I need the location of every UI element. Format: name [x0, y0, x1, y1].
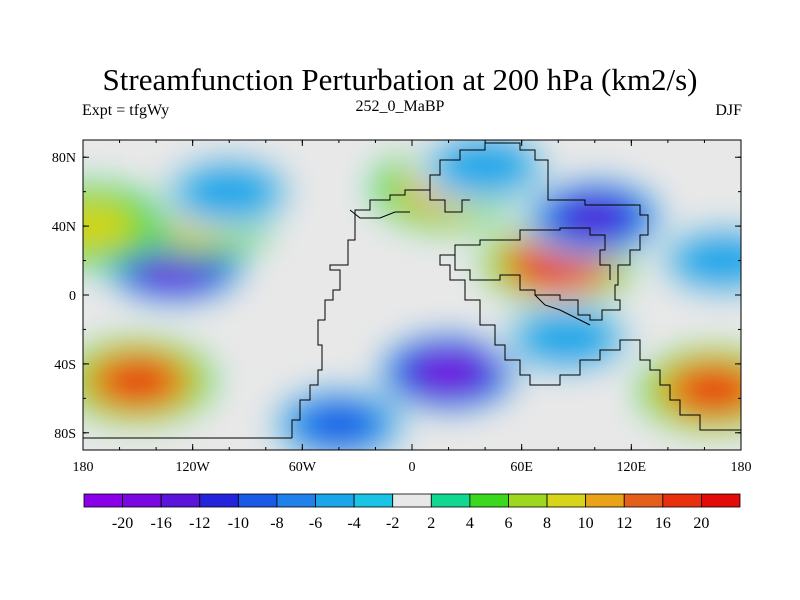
- colorbar-label: 8: [543, 515, 551, 532]
- x-tick-label: 60E: [510, 460, 533, 475]
- x-tick-label: 60W: [289, 460, 317, 475]
- case-label: 252_0_MaBP: [355, 98, 445, 115]
- continent-outline: [83, 142, 741, 439]
- anomaly-4: [372, 330, 525, 415]
- colorbar-label: 4: [466, 515, 474, 532]
- y-tick-label: 40S: [54, 358, 76, 373]
- colorbar-label: -12: [189, 515, 210, 532]
- colorbar-box: [392, 493, 432, 508]
- inland-boundary-path: [349, 190, 611, 326]
- colorbar-label: -2: [386, 515, 399, 532]
- colorbar-label: -6: [309, 515, 322, 532]
- y-tick-label: 0: [69, 289, 76, 304]
- colorbar-label: 2: [427, 515, 435, 532]
- anomaly-12: [409, 140, 562, 208]
- colorbar-box: [237, 493, 278, 508]
- anomaly-level: [677, 235, 741, 286]
- y-tick-label: 80N: [52, 151, 76, 166]
- y-axis: 80N 40N 0 40S 80S: [52, 151, 741, 442]
- anomaly-level: [680, 371, 741, 408]
- plot-area: [83, 140, 741, 450]
- colorbar-box: [662, 493, 702, 508]
- anomaly-9: [646, 218, 741, 303]
- anomaly-level: [304, 404, 374, 444]
- anomaly-level: [522, 313, 613, 364]
- colorbar-box: [469, 493, 509, 508]
- colorbar-box: [585, 493, 625, 508]
- colorbar-box: [160, 493, 201, 508]
- anomaly-10: [491, 296, 644, 381]
- colorbar-box: [122, 493, 162, 508]
- anomaly-13: [83, 184, 169, 269]
- streamfunction-field: [83, 140, 741, 450]
- x-tick-label: 180: [73, 460, 94, 475]
- anomaly-level: [419, 356, 479, 389]
- x-tick-label: 180: [731, 460, 752, 475]
- anomaly-level: [83, 204, 131, 248]
- x-tick-label: 120E: [617, 460, 647, 475]
- season-label: DJF: [715, 102, 742, 119]
- colorbar-box: [701, 493, 741, 508]
- x-tick-label: 120W: [176, 460, 211, 475]
- colorbar-label: 16: [655, 515, 671, 532]
- colorbar-label: 6: [504, 515, 512, 532]
- anomaly-3: [153, 149, 306, 234]
- anomaly-1: [83, 339, 214, 424]
- anomaly-level: [440, 140, 531, 191]
- colorbar: -20 -16 -12 -10 -8 -6 -4 -2 2 4 6 8 10 12 16 20: [83, 493, 741, 532]
- colorbar-label: -20: [112, 515, 133, 532]
- x-axis: 180 120W 60W 0 60E 120E 180: [73, 140, 752, 475]
- experiment-label: Expt = tfgWy: [82, 102, 170, 119]
- colorbar-box: [430, 493, 471, 508]
- anomaly-level: [567, 201, 623, 234]
- colorbar-box: [546, 493, 587, 508]
- y-tick-label: 40N: [52, 220, 76, 235]
- anomaly-8: [637, 347, 741, 432]
- colorbar-box: [276, 493, 316, 508]
- colorbar-box: [353, 493, 394, 508]
- colorbar-label: -4: [347, 515, 360, 532]
- chart-title: Streamfunction Perturbation at 200 hPa (…: [102, 62, 698, 97]
- anomaly-11: [262, 382, 415, 450]
- colorbar-box: [623, 493, 664, 508]
- colorbar-label: -10: [228, 515, 249, 532]
- colorbar-label: 10: [578, 515, 594, 532]
- colorbar-label: -16: [151, 515, 172, 532]
- colorbar-label: -8: [270, 515, 283, 532]
- anomaly-level: [184, 166, 275, 217]
- colorbar-box: [83, 493, 123, 508]
- colorbar-box: [315, 493, 355, 508]
- colorbar-box: [508, 493, 548, 508]
- continent-outline-path: [83, 142, 741, 439]
- colorbar-label: 20: [693, 515, 709, 532]
- colorbar-label: 12: [616, 515, 632, 532]
- anomaly-level: [105, 362, 171, 400]
- y-tick-label: 80S: [54, 427, 76, 442]
- x-tick-label: 0: [409, 460, 416, 475]
- colorbar-box: [199, 493, 239, 508]
